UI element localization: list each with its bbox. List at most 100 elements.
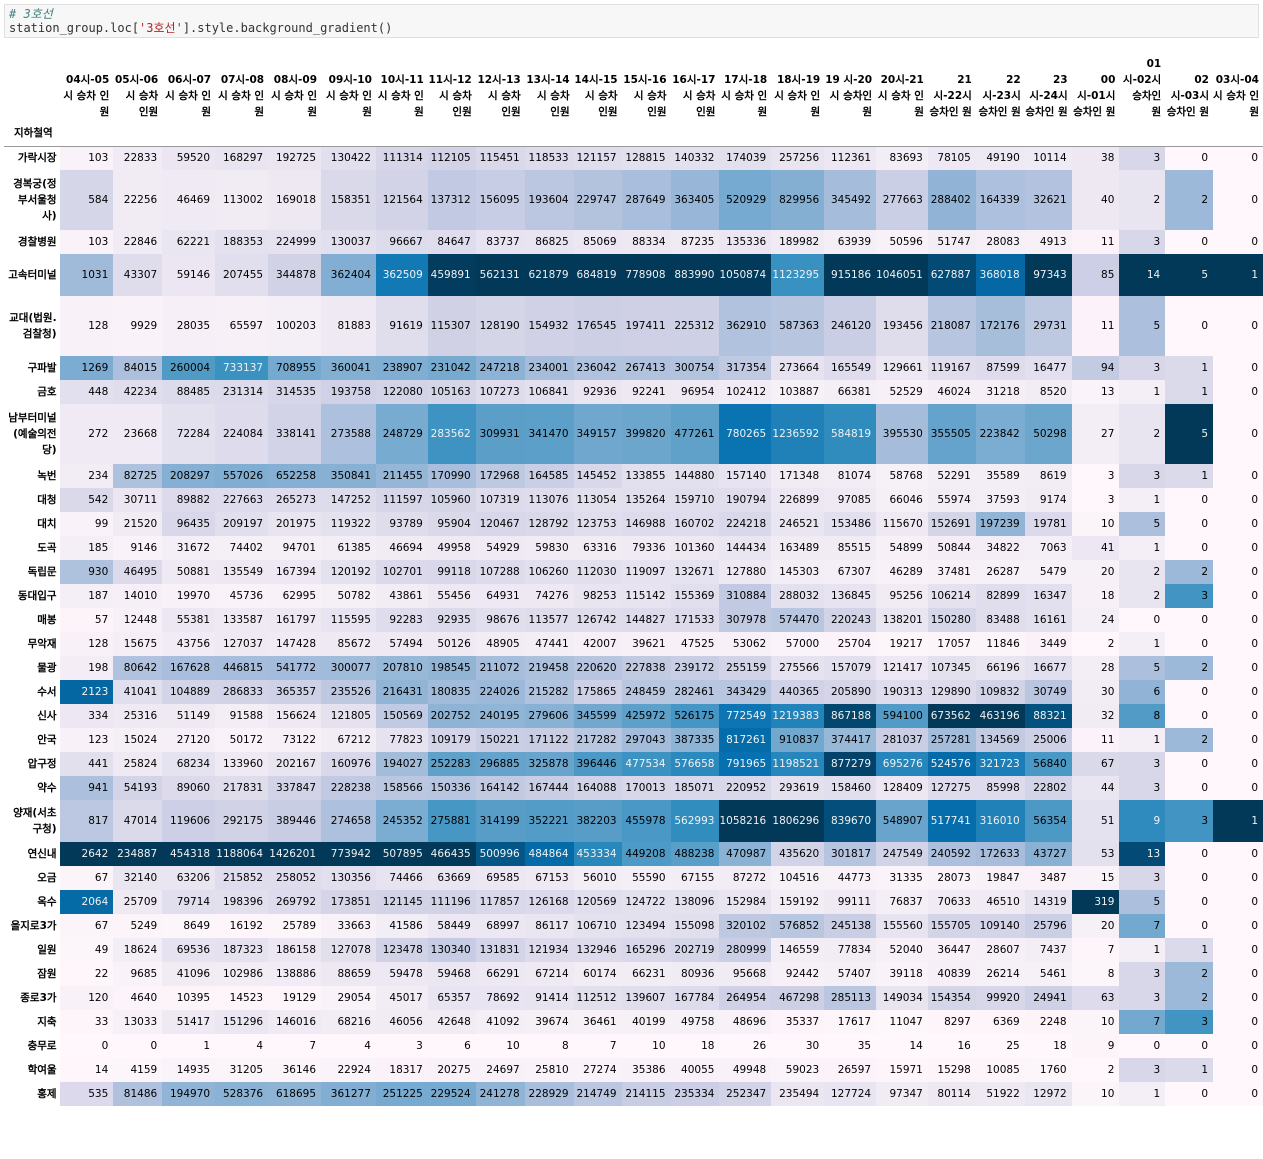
table-cell: 817 xyxy=(59,800,114,842)
table-cell: 0 xyxy=(1213,608,1263,632)
table-cell: 557026 xyxy=(215,464,269,488)
table-cell: 118533 xyxy=(524,146,574,170)
column-header: 23 시-24시 승차인 원 xyxy=(1025,74,1068,118)
table-cell: 19970 xyxy=(162,584,216,608)
index-name-filler xyxy=(215,122,269,147)
table-cell: 1058216 xyxy=(719,800,772,842)
table-cell: 83693 xyxy=(876,146,928,170)
table-cell: 31672 xyxy=(162,536,216,560)
table-cell: 0 xyxy=(1213,680,1263,704)
row-label: 학여울 xyxy=(27,1064,57,1076)
table-cell: 41092 xyxy=(475,1010,525,1034)
table-cell: 50126 xyxy=(427,632,476,656)
table-cell: 113076 xyxy=(524,488,574,512)
table-cell: 0 xyxy=(1165,842,1213,866)
table-cell: 82899 xyxy=(975,584,1025,608)
column-header: 21 시-22시 승차인 원 xyxy=(929,74,972,118)
table-cell: 448 xyxy=(59,380,114,404)
table-cell: 26214 xyxy=(975,962,1025,986)
table-cell: 85998 xyxy=(975,776,1025,800)
table-cell: 17617 xyxy=(824,1010,877,1034)
table-row: 압구정 441 25824 68234 133960 202167 160976 194027… xyxy=(4,752,1263,776)
table-cell: 708955 xyxy=(268,356,322,380)
table-cell: 1 xyxy=(1119,380,1166,404)
table-cell: 0 xyxy=(1213,1058,1263,1082)
table-cell: 341470 xyxy=(524,404,574,464)
table-cell: 96667 xyxy=(375,230,428,254)
table-cell: 55381 xyxy=(162,608,216,632)
table-cell: 3 xyxy=(1071,464,1120,488)
table-cell: 2 xyxy=(1165,728,1213,752)
row-label: 을지로3가 xyxy=(10,920,57,932)
table-cell: 0 xyxy=(1213,1034,1263,1058)
table-cell: 41041 xyxy=(113,680,163,704)
table-cell: 2 xyxy=(1119,560,1166,584)
table-cell: 47014 xyxy=(113,800,163,842)
table-cell: 0 xyxy=(1165,776,1213,800)
table-cell: 0 xyxy=(1213,296,1263,356)
table-cell: 170990 xyxy=(427,464,476,488)
row-label: 오금 xyxy=(37,872,57,884)
table-cell: 92936 xyxy=(573,380,622,404)
table-cell: 224218 xyxy=(719,512,772,536)
table-cell: 1236592 xyxy=(771,404,825,464)
table-cell: 194027 xyxy=(375,752,428,776)
table-cell: 285113 xyxy=(824,986,877,1010)
table-cell: 297043 xyxy=(621,728,671,752)
table-cell: 0 xyxy=(59,1034,114,1058)
code-cell[interactable]: # 3호선 station_group.loc['3호선'].style.bac… xyxy=(4,4,1259,38)
table-cell: 53062 xyxy=(719,632,772,656)
table-cell: 50596 xyxy=(876,230,928,254)
table-row: 대청 542 30711 89882 227663 265273 147252 111597 1… xyxy=(4,488,1263,512)
table-cell: 160976 xyxy=(321,752,376,776)
table-cell: 150569 xyxy=(375,704,428,728)
table-cell: 91588 xyxy=(215,704,269,728)
table-cell: 67212 xyxy=(321,728,376,752)
table-cell: 50881 xyxy=(162,560,216,584)
table-cell: 65597 xyxy=(215,296,269,356)
table-cell: 129661 xyxy=(876,356,928,380)
table-cell: 64931 xyxy=(475,584,525,608)
table-cell: 7063 xyxy=(1024,536,1072,560)
table-cell: 240195 xyxy=(475,704,525,728)
table-cell: 155705 xyxy=(927,914,976,938)
table-cell: 59520 xyxy=(162,146,216,170)
table-cell: 274658 xyxy=(321,800,376,842)
table-cell: 128409 xyxy=(876,776,928,800)
table-cell: 115142 xyxy=(621,584,671,608)
table-cell: 231314 xyxy=(215,380,269,404)
table-cell: 220952 xyxy=(719,776,772,800)
table-cell: 202719 xyxy=(670,938,720,962)
row-label: 금호 xyxy=(37,386,57,398)
table-cell: 104516 xyxy=(771,866,825,890)
table-cell: 112361 xyxy=(824,146,877,170)
row-label: 남부터미널(예술의전당) xyxy=(8,412,57,456)
table-cell: 0 xyxy=(1213,356,1263,380)
table-cell: 155098 xyxy=(670,914,720,938)
table-cell: 19847 xyxy=(975,866,1025,890)
table-cell: 84015 xyxy=(113,356,163,380)
index-name-filler xyxy=(876,122,928,147)
table-cell: 325878 xyxy=(524,752,574,776)
table-cell: 115451 xyxy=(475,146,525,170)
table-cell: 168297 xyxy=(215,146,269,170)
table-cell: 187323 xyxy=(215,938,269,962)
table-cell: 0 xyxy=(1213,536,1263,560)
table-cell: 10085 xyxy=(975,1058,1025,1082)
table-cell: 30711 xyxy=(113,488,163,512)
table-cell: 7 xyxy=(573,1034,622,1058)
table-cell: 307978 xyxy=(719,608,772,632)
table-cell: 3 xyxy=(1119,356,1166,380)
table-cell: 526175 xyxy=(670,704,720,728)
table-cell: 105163 xyxy=(427,380,476,404)
table-cell: 343429 xyxy=(719,680,772,704)
table-cell: 135336 xyxy=(719,230,772,254)
column-header: 01 시-02시 승차인 원 xyxy=(1122,58,1162,118)
table-cell: 301817 xyxy=(824,842,877,866)
table-cell: 248459 xyxy=(621,680,671,704)
table-cell: 231042 xyxy=(427,356,476,380)
table-cell: 121934 xyxy=(524,938,574,962)
table-cell: 3449 xyxy=(1024,632,1072,656)
table-cell: 197411 xyxy=(621,296,671,356)
table-row: 독립문 930 46495 50881 135549 167394 120192 102701… xyxy=(4,560,1263,584)
